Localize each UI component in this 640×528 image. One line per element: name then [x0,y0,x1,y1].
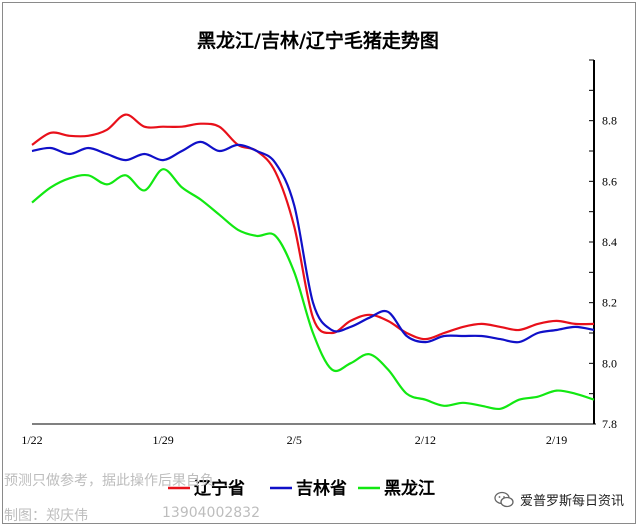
x-tick-group: 1/22 1/29 2/5 2/12 2/19 [21,433,567,447]
legend-label: 吉林省 [296,478,347,499]
chart-title: 黑龙江/吉林/辽宁毛猪走势图 [197,29,439,52]
series-line-1 [31,113,595,341]
brand-label: 爱普罗斯每日资讯 [519,494,624,509]
x-tick-label: 2/12 [415,433,436,447]
series-group [31,113,595,411]
x-tick-label: 2/5 [287,433,302,447]
legend: 辽宁省 吉林省 黑龙江 [168,478,435,499]
y-tick-group: 7.8 8.0 8.2 8.4 8.6 8.8 [589,59,617,431]
brand-badge: 爱普罗斯每日资讯 [494,490,624,509]
disclaimer-watermark: 预测只做参考，据此操作后果自负 [4,473,214,489]
x-tick-label: 1/22 [21,433,42,447]
x-tick-label: 1/29 [152,433,173,447]
author-watermark: 制图：郑庆伟 [4,508,88,524]
chart-frame [2,2,636,524]
y-tick-label: 8.0 [602,356,617,370]
y-tick-label: 7.8 [602,417,617,431]
phone-watermark: 13904002832 [162,505,260,521]
wechat-icon [494,491,514,507]
series-line-3 [31,168,595,411]
legend-label: 辽宁省 [194,478,245,499]
y-tick-label: 8.6 [602,174,617,188]
y-tick-label: 8.2 [602,296,617,310]
series-line-2 [31,140,595,344]
x-tick-label: 2/19 [546,433,567,447]
legend-label: 黑龙江 [384,478,435,499]
y-tick-label: 8.4 [602,235,617,249]
y-tick-label: 8.8 [602,114,617,128]
